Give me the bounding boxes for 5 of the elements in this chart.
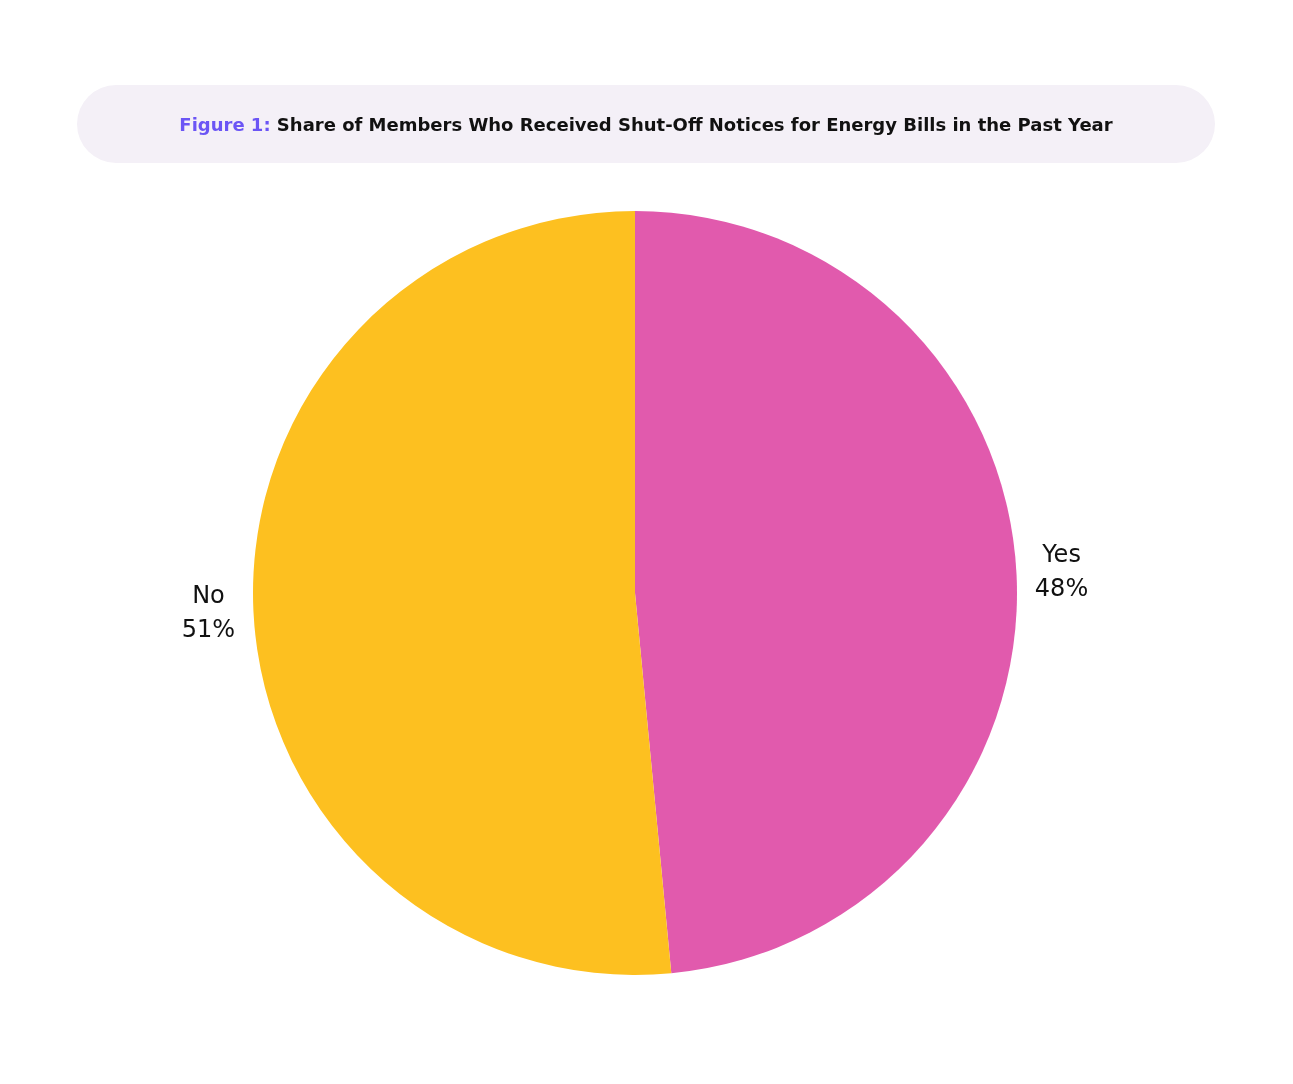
- chart-title: Figure 1: Share of Members Who Received Shut-Off Notices for Energy Bills in the Past Year: [179, 113, 1113, 135]
- data-label: 51%: [181, 614, 236, 643]
- slice-label: No: [192, 580, 225, 609]
- data-label: 48%: [1034, 573, 1089, 602]
- slice-label: Yes: [1041, 539, 1081, 568]
